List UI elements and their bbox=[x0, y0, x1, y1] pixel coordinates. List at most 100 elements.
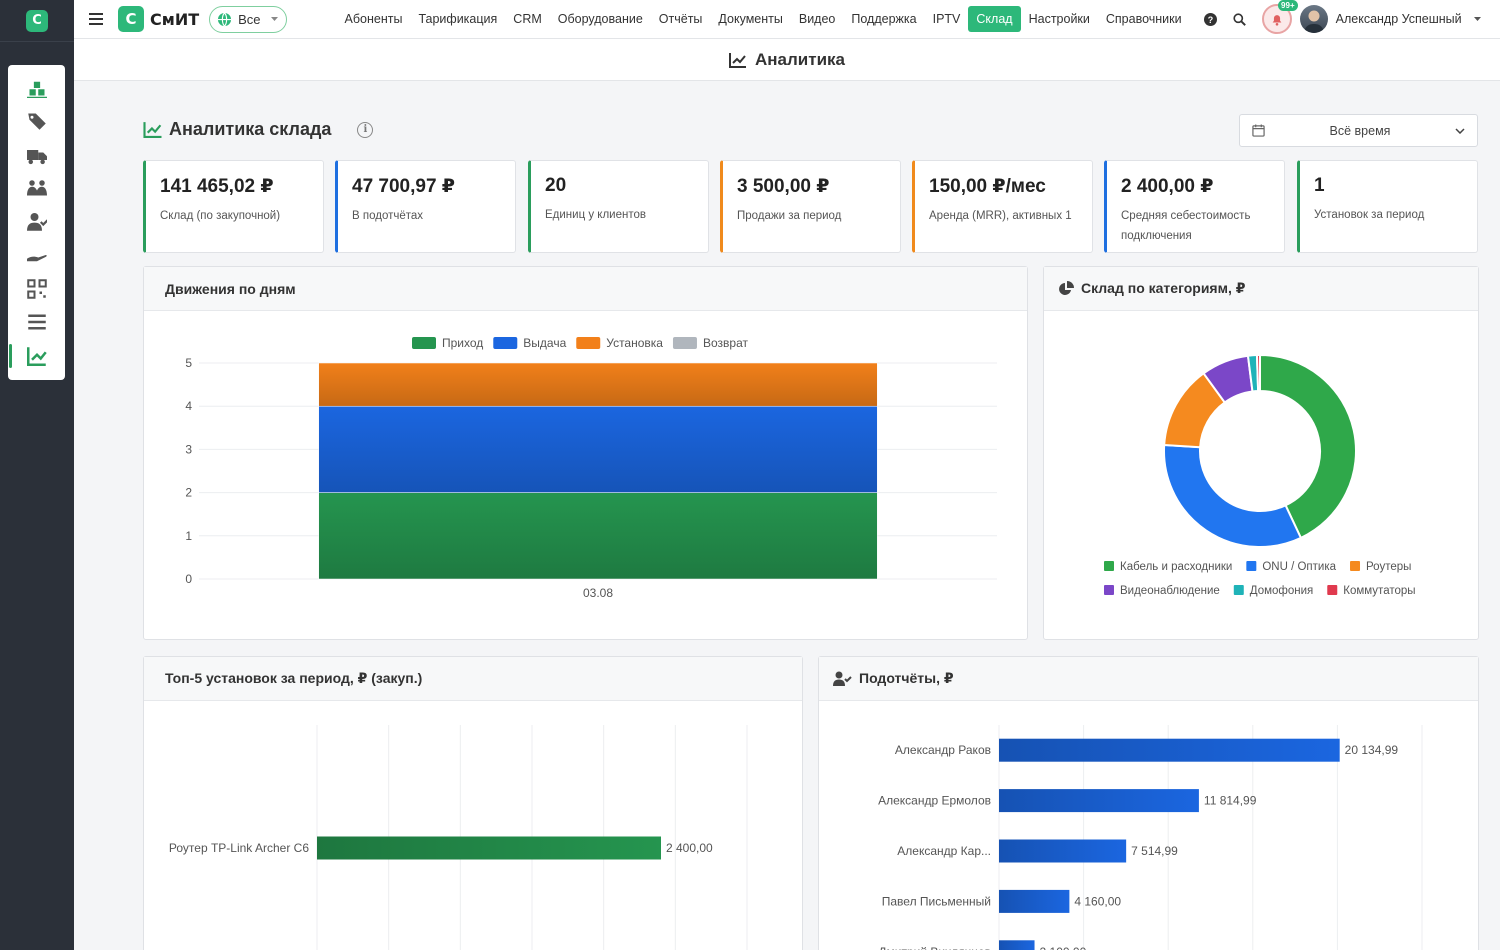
help-icon[interactable]: ? bbox=[1203, 12, 1217, 26]
scope-select[interactable]: Все bbox=[209, 5, 287, 33]
bar[interactable] bbox=[999, 940, 1035, 950]
legend-label[interactable]: Возврат bbox=[703, 336, 749, 350]
nav-item-1[interactable]: Тарификация bbox=[418, 12, 498, 26]
legend-swatch[interactable] bbox=[1104, 561, 1114, 571]
rail-logo-mark: С bbox=[26, 9, 48, 32]
rail-item-7[interactable] bbox=[8, 306, 65, 340]
legend-label[interactable]: Установка bbox=[606, 336, 663, 350]
y-category-label: Александр Раков bbox=[895, 743, 991, 757]
truck-icon bbox=[26, 149, 47, 164]
nav-item-11[interactable]: Справочники bbox=[1105, 12, 1182, 26]
bar[interactable] bbox=[317, 836, 661, 860]
kpi-caption: В подотчётах bbox=[352, 210, 424, 222]
qr-icon bbox=[26, 279, 47, 299]
pie-slice[interactable] bbox=[1163, 443, 1303, 548]
nav-item-4[interactable]: Отчёты bbox=[658, 12, 703, 26]
tags-icon bbox=[27, 113, 46, 130]
pie-slice[interactable] bbox=[1259, 353, 1357, 540]
bar-segment[interactable] bbox=[318, 362, 878, 407]
legend-swatch[interactable] bbox=[493, 337, 518, 349]
rail-item-8[interactable] bbox=[8, 339, 65, 373]
kpi-value: 47 700,97 ₽ bbox=[352, 176, 456, 197]
y-category-label: Павел Письменный bbox=[882, 894, 991, 908]
rail-item-1[interactable] bbox=[8, 105, 65, 139]
user-check-icon bbox=[833, 671, 852, 686]
kpi-caption: Установок за период bbox=[1314, 209, 1425, 221]
user-menu[interactable]: Александр Успешный bbox=[1299, 5, 1481, 33]
bar[interactable] bbox=[999, 789, 1199, 813]
bar-value-label: 4 160,00 bbox=[1074, 894, 1121, 908]
nav-item-9[interactable]: Склад bbox=[968, 6, 1021, 32]
y-tick-label: 5 bbox=[185, 356, 192, 370]
notifications-button[interactable]: 99+ bbox=[1261, 0, 1298, 34]
kpi-caption: Средняя себестоимость подключения bbox=[1121, 210, 1251, 242]
period-value: Всё время bbox=[1329, 123, 1391, 138]
pie-slice[interactable] bbox=[1255, 353, 1261, 393]
caret-down-icon bbox=[1473, 17, 1481, 21]
legend-swatch[interactable] bbox=[1327, 585, 1338, 595]
brand-logo: С bbox=[118, 6, 144, 32]
legend-swatch[interactable] bbox=[576, 337, 601, 349]
kpi-card: 2 400,00 ₽ Средняя себестоимость подключе… bbox=[1104, 160, 1285, 253]
bar-value-label: 11 814,99 bbox=[1204, 794, 1257, 808]
kpi-value: 3 500,00 ₽ bbox=[737, 176, 830, 197]
chart-icon bbox=[26, 347, 47, 366]
info-icon[interactable]: i bbox=[357, 121, 374, 138]
bar[interactable] bbox=[999, 839, 1127, 863]
top5-panel-header: Топ-5 установок за период, ₽ (закуп.) bbox=[144, 657, 802, 701]
y-tick-label: 1 bbox=[185, 529, 192, 543]
legend-label[interactable]: Выдача bbox=[523, 336, 566, 350]
y-tick-label: 4 bbox=[185, 399, 192, 413]
bar-segment[interactable] bbox=[318, 492, 878, 580]
kpi-caption: Аренда (MRR), активных 1 bbox=[929, 210, 1072, 222]
legend-label[interactable]: ONU / Оптика bbox=[1262, 561, 1336, 573]
scope-label: Все bbox=[238, 11, 261, 27]
period-select[interactable]: Всё время bbox=[1239, 114, 1478, 147]
rail-item-0[interactable] bbox=[8, 71, 65, 105]
caret-down-icon bbox=[270, 17, 278, 21]
rail-item-2[interactable] bbox=[8, 138, 65, 172]
bar[interactable] bbox=[999, 738, 1340, 762]
kpi-value: 1 bbox=[1314, 175, 1325, 196]
nav-item-5[interactable]: Документы bbox=[718, 12, 783, 26]
pie-chart-icon bbox=[1059, 280, 1074, 295]
kpi-card: 47 700,97 ₽ В подотчётах bbox=[335, 160, 516, 253]
legend-swatch[interactable] bbox=[1350, 561, 1361, 571]
brand[interactable]: С СмИТ bbox=[118, 6, 199, 32]
nav-item-10[interactable]: Настройки bbox=[1028, 12, 1090, 26]
legend-label[interactable]: Коммутаторы bbox=[1343, 585, 1415, 597]
bar[interactable] bbox=[999, 889, 1070, 913]
rail-item-4[interactable] bbox=[8, 205, 65, 239]
legend-label[interactable]: Кабель и расходники bbox=[1120, 561, 1232, 573]
bar-segment[interactable] bbox=[318, 405, 878, 493]
nav-item-0[interactable]: Абоненты bbox=[344, 12, 403, 26]
y-category-label: Дмитрий Вихлянцев bbox=[878, 945, 991, 950]
rail-item-3[interactable] bbox=[8, 172, 65, 206]
user-check-icon bbox=[26, 212, 47, 231]
legend-label[interactable]: Роутеры bbox=[1366, 561, 1411, 573]
legend-label[interactable]: Приход bbox=[442, 336, 483, 350]
legend-swatch[interactable] bbox=[1104, 585, 1114, 595]
legend-label[interactable]: Видеонаблюдение bbox=[1120, 585, 1220, 597]
legend-swatch[interactable] bbox=[412, 337, 436, 349]
chevron-down-icon bbox=[1455, 127, 1465, 134]
nav-item-2[interactable]: CRM bbox=[513, 12, 542, 26]
nav-item-7[interactable]: Поддержка bbox=[851, 12, 917, 26]
search-icon[interactable] bbox=[1233, 12, 1246, 26]
y-tick-label: 0 bbox=[185, 572, 192, 586]
rail-logo[interactable]: С bbox=[0, 0, 74, 42]
legend-swatch[interactable] bbox=[1246, 561, 1257, 571]
legend-label[interactable]: Домофония bbox=[1250, 585, 1313, 597]
nav-item-3[interactable]: Оборудование bbox=[557, 12, 643, 26]
rail-item-5[interactable] bbox=[8, 239, 65, 273]
nav-item-8[interactable]: IPTV bbox=[932, 12, 961, 26]
legend-swatch[interactable] bbox=[672, 337, 697, 349]
menu-toggle-button[interactable] bbox=[74, 13, 118, 25]
legend-swatch[interactable] bbox=[1233, 585, 1244, 595]
kpi-caption: Единиц у клиентов bbox=[545, 209, 646, 221]
categories-panel: Склад по категориям, ₽ Кабель и расходни… bbox=[1043, 266, 1479, 640]
nav-item-6[interactable]: Видео bbox=[798, 12, 836, 26]
rail-item-6[interactable] bbox=[8, 272, 65, 306]
main-nav: Абоненты Тарификация CRM Оборудование Отчёты… bbox=[337, 6, 1190, 32]
page-title: Аналитика bbox=[755, 49, 845, 69]
